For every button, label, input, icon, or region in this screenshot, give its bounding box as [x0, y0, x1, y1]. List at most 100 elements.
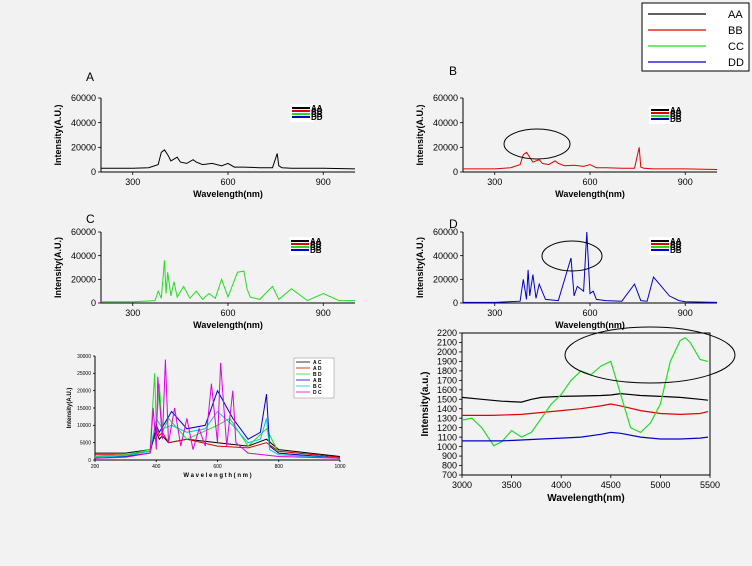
- y-tick-label: 5000: [80, 440, 91, 446]
- y-tick-label: 40000: [71, 118, 96, 128]
- legend-label-cc: CC: [728, 41, 744, 53]
- y-tick-label: 40000: [433, 118, 458, 128]
- y-axis-label: Intensity(A.U.): [53, 104, 63, 165]
- x-axis-label: Wavelength(nm): [193, 320, 263, 330]
- series-line-b: [463, 147, 718, 170]
- series-line-ab: [94, 389, 341, 459]
- x-tick-label: 600: [220, 177, 235, 187]
- x-tick-label: 400: [152, 464, 161, 470]
- x-tick-label: 4000: [551, 480, 571, 490]
- y-tick-label: 60000: [433, 93, 458, 103]
- plot-frame: [461, 332, 711, 476]
- y-tick-label: 20000: [71, 274, 96, 284]
- y-tick-label: 0: [88, 458, 91, 464]
- panel-e: 0 5000 10000 15000 20000 25000 30000 200 400 600 8…: [67, 354, 346, 479]
- series-line-bc: [94, 410, 341, 459]
- panel-a: 0 20000 40000 60000 300 600 900 Wavelength(nm) I…: [53, 93, 356, 199]
- mini-legend-label: D C: [313, 390, 322, 396]
- x-tick-label: 900: [678, 177, 693, 187]
- series-line-a: [101, 149, 356, 170]
- x-tick-label: 600: [213, 464, 222, 470]
- x-axis-label: Wavelength(nm): [555, 320, 625, 330]
- x-tick-label: 5500: [700, 480, 720, 490]
- mini-legend-label: DB: [310, 246, 322, 255]
- series-line-c: [101, 260, 355, 303]
- y-tick-label: 700: [442, 470, 457, 480]
- x-tick-label: 300: [487, 308, 502, 318]
- panel-b: 0 20000 40000 60000 300 600 900 Wavelength(nm) I…: [415, 93, 718, 199]
- series-line-aa: [461, 392, 709, 403]
- y-tick-label: 40000: [71, 251, 96, 261]
- x-tick-label: 4500: [601, 480, 621, 490]
- x-axis-label: Wavelength(nm): [193, 189, 263, 199]
- mini-legend-label: AA: [670, 237, 682, 246]
- y-tick-label: 0: [453, 167, 458, 177]
- panel-f: 7008009001000110012001300140015001600170…: [420, 328, 720, 504]
- mini-legend-label: AB: [311, 107, 323, 116]
- mini-legend-label: B C: [313, 384, 322, 390]
- y-tick-label: 25000: [77, 371, 91, 377]
- y-axis-label: Intensity(a.u.): [420, 371, 431, 436]
- mini-legend-label: AB: [670, 240, 682, 249]
- x-tick-label: 600: [582, 177, 597, 187]
- y-tick-label: 1600: [437, 385, 457, 395]
- x-tick-label: 300: [125, 308, 140, 318]
- x-tick-label: 300: [125, 177, 140, 187]
- legend-label-aa: AA: [728, 9, 743, 21]
- panel-label-b: B: [449, 64, 457, 78]
- y-tick-label: 30000: [77, 354, 91, 360]
- mini-legend-label: AA: [311, 104, 323, 113]
- y-tick-label: 60000: [71, 227, 96, 237]
- highlight-ellipse-b: [503, 128, 571, 160]
- y-tick-label: 20000: [433, 274, 458, 284]
- mini-legend-label: AA: [310, 237, 322, 246]
- y-tick-label: 1100: [438, 432, 457, 442]
- mini-legend-label: AB: [310, 240, 322, 249]
- mini-legend-label: A C: [313, 360, 322, 366]
- y-tick-label: 1000: [437, 442, 457, 452]
- mini-legend-label: BB: [310, 243, 322, 252]
- mini-legend-label: A D: [313, 366, 322, 372]
- mini-legend-label: DB: [670, 246, 682, 255]
- mini-legend-label: BB: [670, 112, 682, 121]
- panel-c: 0 20000 40000 60000 300 600 900 Wavelength(nm) I…: [53, 227, 355, 330]
- y-tick-label: 2200: [437, 328, 457, 338]
- series-line-d: [463, 231, 718, 303]
- x-tick-label: 900: [316, 177, 331, 187]
- mini-legend-box: [293, 357, 335, 399]
- y-axis-label: Intensity(A.U.): [415, 104, 425, 165]
- x-tick-label: 900: [678, 308, 693, 318]
- y-axis-label: Intensity(A.U.): [53, 237, 63, 298]
- y-tick-label: 0: [91, 167, 96, 177]
- legend-label-bb: BB: [728, 25, 743, 37]
- series-line-dc: [94, 359, 341, 459]
- y-tick-label: 0: [453, 298, 458, 308]
- y-axis-label: Intensity(A.U.): [415, 237, 425, 298]
- mini-legend-label: AB: [670, 109, 682, 118]
- mini-legend-label: A B: [313, 378, 322, 384]
- y-tick-label: 60000: [433, 227, 458, 237]
- x-tick-label: 5000: [650, 480, 670, 490]
- y-tick-label: 2000: [437, 347, 457, 357]
- mini-legend-label: BB: [311, 110, 323, 119]
- x-axis-label: Wavelength(nm): [555, 189, 625, 199]
- y-tick-label: 60000: [71, 93, 96, 103]
- x-tick-label: 200: [91, 464, 100, 470]
- mini-legend-label: BB: [670, 243, 682, 252]
- y-tick-label: 20000: [433, 142, 458, 152]
- y-tick-label: 10000: [77, 423, 91, 429]
- mini-legend-label: AA: [670, 106, 682, 115]
- series-line-dd: [462, 431, 709, 442]
- y-tick-label: 20000: [77, 388, 91, 394]
- x-axis-label: W a v e l e n g t h ( n m ): [183, 473, 251, 479]
- x-tick-label: 3500: [502, 480, 522, 490]
- mini-legend-label: DD: [311, 113, 323, 122]
- x-tick-label: 3000: [452, 480, 472, 490]
- highlight-ellipse-f: [564, 326, 736, 384]
- series-line-bb: [462, 403, 709, 416]
- y-tick-label: 0: [91, 298, 96, 308]
- x-tick-label: 1000: [334, 464, 345, 470]
- mini-legend-label: DB: [670, 115, 682, 124]
- y-tick-label: 1900: [437, 357, 457, 367]
